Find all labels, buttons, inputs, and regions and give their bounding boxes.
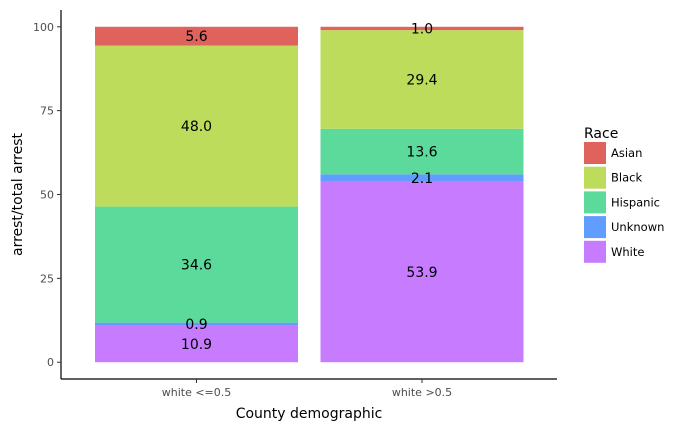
bar-white-0-5-white	[320, 181, 524, 363]
plot-area: 10.9 0.9 34.6 48.0 5.6 53.9 2.1 13.6 29.4 1.0	[95, 21, 524, 363]
legend-label-asian: Asian	[611, 146, 642, 160]
y-axis-title: arrest/total arrest	[10, 132, 26, 256]
x-axis-title: County demographic	[236, 406, 383, 422]
data-label-white-0-5-unknown: 2.1	[411, 171, 433, 187]
y-tick-label-100: 100	[33, 21, 54, 34]
data-label-white-0-5-white: 10.9	[181, 337, 212, 353]
x-axis: white <=0.5 white >0.5	[61, 378, 557, 399]
data-label-white-0-5-asian: 5.6	[185, 29, 207, 45]
data-label-white-0-5-hispanic: 34.6	[181, 258, 212, 274]
legend-key-hispanic	[584, 191, 606, 214]
legend-key-white	[584, 240, 606, 263]
data-label-white-0-5-white: 53.9	[406, 265, 437, 281]
bar-white-0-5-unknown	[320, 174, 524, 182]
legend-label-white: White	[611, 245, 644, 259]
bar-white-0-5-unknown	[95, 322, 298, 326]
legend-label-black: Black	[611, 171, 642, 185]
bar-white-0-5-black	[320, 30, 524, 129]
bar-white-0-5-asian	[95, 26, 298, 46]
data-label-white-0-5-black: 29.4	[406, 72, 437, 88]
y-tick-label-25: 25	[40, 272, 54, 285]
bar-white-0-5-asian	[320, 26, 524, 31]
data-label-white-0-5-hispanic: 13.6	[406, 145, 437, 161]
y-axis: 0 25 50 75 100	[33, 10, 62, 379]
y-tick-label-0: 0	[47, 356, 54, 369]
legend-title: Race	[584, 126, 618, 142]
data-label-white-0-5-unknown: 0.9	[185, 317, 207, 333]
legend: Race Asian Black Hispanic Unknown White	[584, 126, 664, 263]
bar-white-0-5-black	[95, 45, 298, 207]
bar-white-0-5-hispanic	[320, 128, 524, 175]
x-tick-label-white-0-5: white >0.5	[392, 386, 452, 399]
bar-white-0-5-white	[95, 325, 298, 363]
data-label-white-0-5-black: 48.0	[181, 119, 212, 135]
legend-label-unknown: Unknown	[611, 220, 664, 234]
x-tick-label-white-0-5: white <=0.5	[162, 386, 232, 399]
legend-key-black	[584, 166, 606, 189]
legend-key-asian	[584, 142, 606, 164]
data-label-white-0-5-asian: 1.0	[411, 21, 433, 37]
legend-key-unknown	[584, 216, 606, 239]
y-tick-label-75: 75	[40, 105, 54, 118]
bar-white-0-5-hispanic	[95, 206, 298, 323]
y-tick-label-50: 50	[40, 189, 54, 202]
legend-label-hispanic: Hispanic	[611, 195, 660, 209]
